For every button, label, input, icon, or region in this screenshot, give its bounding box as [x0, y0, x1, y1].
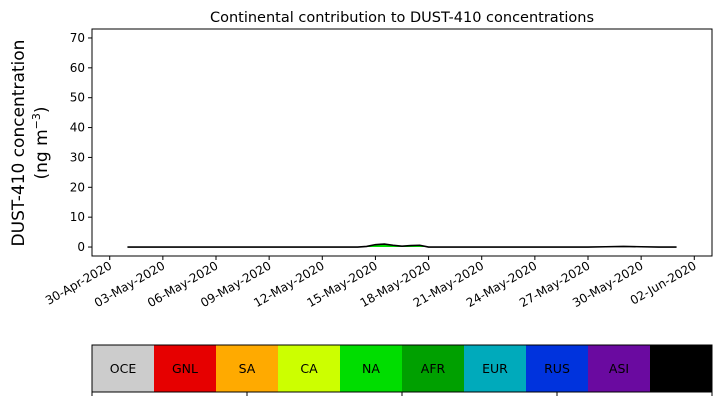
- legend-swatch-oce: [92, 345, 155, 392]
- legend-swatch-na: [340, 345, 403, 392]
- legend-swatch-afr: [402, 345, 465, 392]
- legend-label-rus: RUS: [544, 361, 570, 376]
- y-tick-label: 50: [70, 91, 85, 105]
- chart-title: Continental contribution to DUST-410 con…: [210, 10, 594, 26]
- legend-label-aus: AUS: [668, 361, 694, 376]
- plot-area: [127, 243, 677, 248]
- y-axis-unit-exponent: −3: [30, 113, 43, 129]
- total-outline: [127, 243, 677, 248]
- x-axis: 30-Apr-202003-May-202006-May-202009-May-…: [43, 256, 699, 310]
- y-tick-label: 30: [70, 150, 85, 164]
- legend-label-asi: ASI: [609, 361, 629, 376]
- y-tick-label: 20: [70, 180, 85, 194]
- y-axis-unit-prefix: (ng m: [32, 129, 52, 179]
- axes-frame: [91, 28, 713, 257]
- y-axis: 0 10 20 30 40 50 60 70: [70, 31, 92, 254]
- y-axis-unit-suffix: ): [32, 106, 52, 113]
- y-tick-label: 10: [70, 210, 85, 224]
- legend-label-sa: SA: [239, 361, 256, 376]
- y-axis-label-line2: (ng m−3): [30, 106, 52, 179]
- legend-label-na: NA: [362, 361, 380, 376]
- legend-label-eur: EUR: [482, 361, 508, 376]
- legend-label-oce: OCE: [110, 361, 137, 376]
- y-tick-label: 0: [77, 240, 85, 254]
- legend-swatch-aus: [650, 345, 713, 392]
- legend-swatch-eur: [464, 345, 527, 392]
- y-axis-label: DUST-410 concentration (ng m−3): [9, 40, 52, 247]
- legend-swatch-gnl: [154, 345, 217, 392]
- legend-label-ca: CA: [300, 361, 318, 376]
- legend-label-afr: AFR: [421, 361, 446, 376]
- legend-swatch-asi: [588, 345, 651, 392]
- y-axis-label-line1: DUST-410 concentration: [9, 40, 29, 247]
- legend-label-gnl: GNL: [172, 361, 198, 376]
- y-tick-label: 60: [70, 61, 85, 75]
- y-tick-label: 40: [70, 121, 85, 135]
- legend-swatch-ca: [278, 345, 341, 392]
- legend-swatch-sa: [216, 345, 279, 392]
- y-tick-label: 70: [70, 31, 85, 45]
- legend-colorbar: OCE GNL SA CA NA AFR EUR RUS ASI AUS: [91, 344, 713, 396]
- legend-swatch-rus: [526, 345, 589, 392]
